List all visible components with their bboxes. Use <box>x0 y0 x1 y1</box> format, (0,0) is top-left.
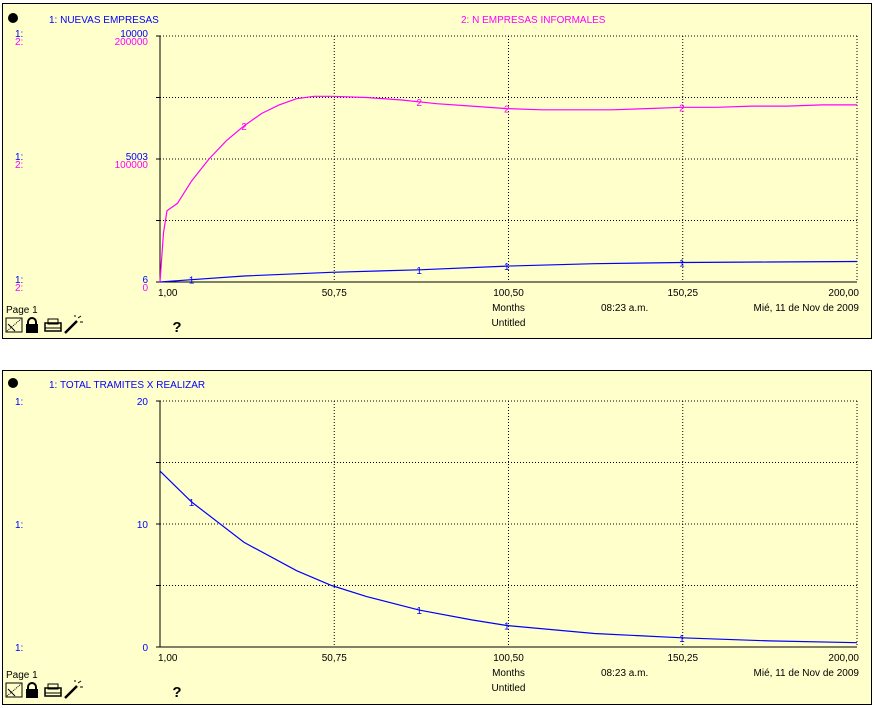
y-tick-label-1: 10 <box>137 520 149 531</box>
printer-body <box>44 322 62 332</box>
x-tick-label: 50,75 <box>322 288 347 299</box>
graph-type-icon[interactable] <box>8 13 18 23</box>
x-tick-label: 1,00 <box>158 653 178 664</box>
lock-shackle <box>27 682 37 689</box>
x-tick-label: 150,25 <box>667 288 698 299</box>
x-axis-units-label: Months <box>492 668 525 679</box>
time-label: 08:23 a.m. <box>601 668 648 679</box>
series-1-marker-label: 1 <box>189 276 195 287</box>
series-1-marker-label: 1 <box>504 262 510 273</box>
magic-wand-icon[interactable] <box>64 680 83 699</box>
series-2-marker-label: 2 <box>241 122 247 133</box>
wand-spark <box>77 680 82 684</box>
wand-spark <box>77 315 82 319</box>
printer-body <box>44 687 62 697</box>
graph-header: 1: NUEVAS EMPRESAS 2: N EMPRESAS INFORMAL… <box>8 13 606 26</box>
series-2-marker-label: 2 <box>504 105 510 116</box>
magic-wand-icon[interactable] <box>64 315 83 334</box>
print-icon[interactable] <box>44 683 62 697</box>
lock-shackle <box>27 317 37 324</box>
y-axis-1-marker: 1: <box>15 152 23 163</box>
series-1-marker-label: 1 <box>504 621 510 632</box>
x-axis-units-label: Months <box>492 303 525 314</box>
graph-panel-2: 1: TOTAL TRAMITES X REALIZAR 1: 20 1: 10 1: 0 1… <box>2 370 872 705</box>
y-tick-label-1: 10000 <box>120 29 148 40</box>
y-tick-label-2: 0 <box>142 283 148 294</box>
page-label[interactable]: Page 1 <box>6 305 38 316</box>
y-tick-label-1: 6 <box>142 275 148 286</box>
y-tick-label-2: 200000 <box>115 37 149 48</box>
y-axis-1-marker: 1: <box>15 29 23 40</box>
y-axis-2-marker: 2: <box>15 283 23 294</box>
series-2-marker-label: 2 <box>679 103 685 114</box>
graph-panel-1: 1: NUEVAS EMPRESAS 2: N EMPRESAS INFORMAL… <box>2 3 872 339</box>
printer-paper <box>47 318 59 325</box>
y-axis-2-marker: 2: <box>15 37 23 48</box>
y-tick-label-2: 100000 <box>115 160 149 171</box>
series-1-line <box>159 260 858 283</box>
x-tick-label: 1,00 <box>158 288 178 299</box>
x-tick-label: 200,00 <box>828 288 859 299</box>
lock-icon[interactable] <box>26 317 38 333</box>
x-tick-label: 100,50 <box>493 288 524 299</box>
page-label[interactable]: Page 1 <box>6 670 38 681</box>
date-label: Mié, 11 de Nov de 2009 <box>754 668 860 679</box>
y-axis-2-marker: 2: <box>15 160 23 171</box>
y-tick-label-1: 5003 <box>126 152 149 163</box>
series-1-line <box>159 470 858 644</box>
y-tick-label-1: 0 <box>142 643 148 654</box>
series-2-title: 2: N EMPRESAS INFORMALES <box>461 15 606 26</box>
series-1-marker-label: 1 <box>416 266 422 277</box>
series-1-marker-label: 1 <box>679 258 685 269</box>
help-icon[interactable]: ? <box>172 684 181 701</box>
series-2-marker-label: 2 <box>416 98 422 109</box>
print-icon[interactable] <box>44 318 62 332</box>
series-1-title: 1: TOTAL TRAMITES X REALIZAR <box>49 380 205 391</box>
graph-settings-icon[interactable] <box>5 317 23 333</box>
y-axis-1-marker: 1: <box>15 520 23 531</box>
help-icon[interactable]: ? <box>172 319 181 336</box>
series-1-marker-label: 1 <box>189 498 195 509</box>
y-tick-label-1: 20 <box>137 397 149 408</box>
x-tick-label: 50,75 <box>322 653 347 664</box>
graph-header: 1: TOTAL TRAMITES X REALIZAR <box>8 378 205 391</box>
x-tick-label: 100,50 <box>493 653 524 664</box>
icon-frame <box>5 317 23 333</box>
series-2-line <box>159 95 857 283</box>
lock-body <box>26 689 38 698</box>
graph-settings-icon[interactable] <box>5 682 23 698</box>
printer-paper <box>47 683 59 690</box>
model-name-label: Untitled <box>492 683 526 694</box>
x-tick-label: 150,25 <box>667 653 698 664</box>
y-axis-1-marker: 1: <box>15 397 23 408</box>
wand-stick <box>64 320 78 334</box>
graph-1-svg: 1: NUEVAS EMPRESAS 2: N EMPRESAS INFORMAL… <box>5 13 860 336</box>
y-axis-1-marker: 1: <box>15 275 23 286</box>
lock-icon[interactable] <box>26 682 38 698</box>
model-name-label: Untitled <box>492 318 526 329</box>
series-1-title: 1: NUEVAS EMPRESAS <box>49 15 159 26</box>
series-1-marker-label: 1 <box>679 634 685 645</box>
graph-type-icon[interactable] <box>8 378 18 388</box>
icon-stroke <box>7 688 16 697</box>
icon-frame <box>5 682 23 698</box>
series-1-marker-label: 1 <box>416 606 422 617</box>
icon-stroke <box>7 323 16 332</box>
x-tick-label: 200,00 <box>828 653 859 664</box>
time-label: 08:23 a.m. <box>601 303 648 314</box>
y-axis-1-marker: 1: <box>15 643 23 654</box>
lock-body <box>26 324 38 333</box>
date-label: Mié, 11 de Nov de 2009 <box>754 303 860 314</box>
wand-stick <box>64 685 78 699</box>
